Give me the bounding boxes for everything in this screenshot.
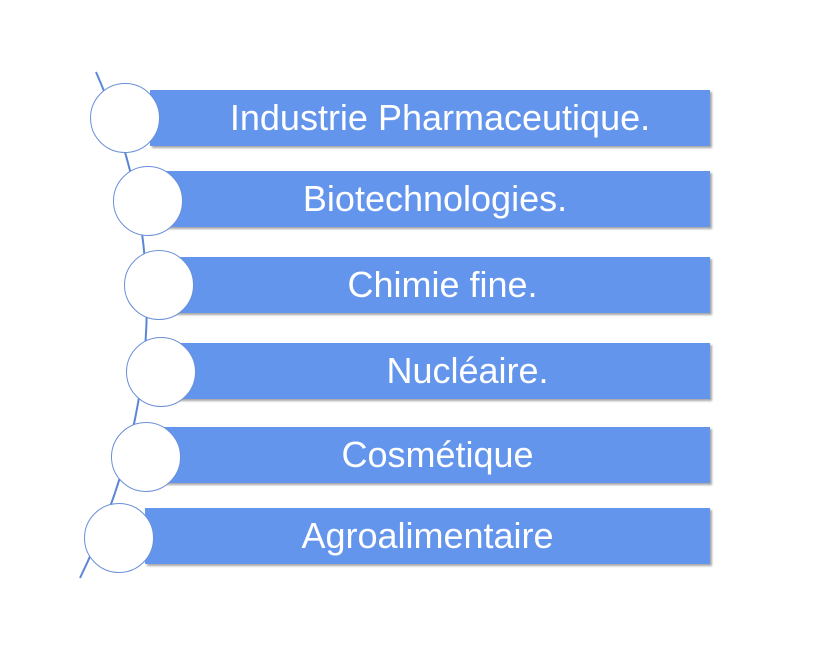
list-item-label-1: Industrie Pharmaceutique.	[229, 97, 651, 138]
list-item-bar-1: Industrie Pharmaceutique.	[150, 90, 710, 146]
list-item-node-5-icon	[111, 422, 181, 492]
list-item-bar-4: Nucléaire.	[165, 343, 710, 399]
list-item-label-6: Agroalimentaire	[301, 515, 554, 556]
list-item-node-6-icon	[84, 503, 154, 573]
list-item-bar-6: Agroalimentaire	[145, 508, 710, 564]
list-item-label-3: Chimie fine.	[347, 264, 538, 305]
list-item-label-5: Cosmétique	[341, 434, 534, 475]
list-item-node-4-icon	[126, 337, 196, 407]
list-item-bar-5: Cosmétique	[155, 427, 710, 483]
list-item-node-1-icon	[90, 83, 160, 153]
list-item-bar-2: Biotechnologies.	[160, 171, 710, 227]
list-item-bar-3: Chimie fine.	[165, 257, 710, 313]
list-item-label-4: Nucléaire.	[386, 350, 549, 391]
list-item-node-2-icon	[113, 166, 183, 236]
list-item-node-3-icon	[124, 250, 194, 320]
list-item-label-2: Biotechnologies.	[302, 178, 568, 219]
